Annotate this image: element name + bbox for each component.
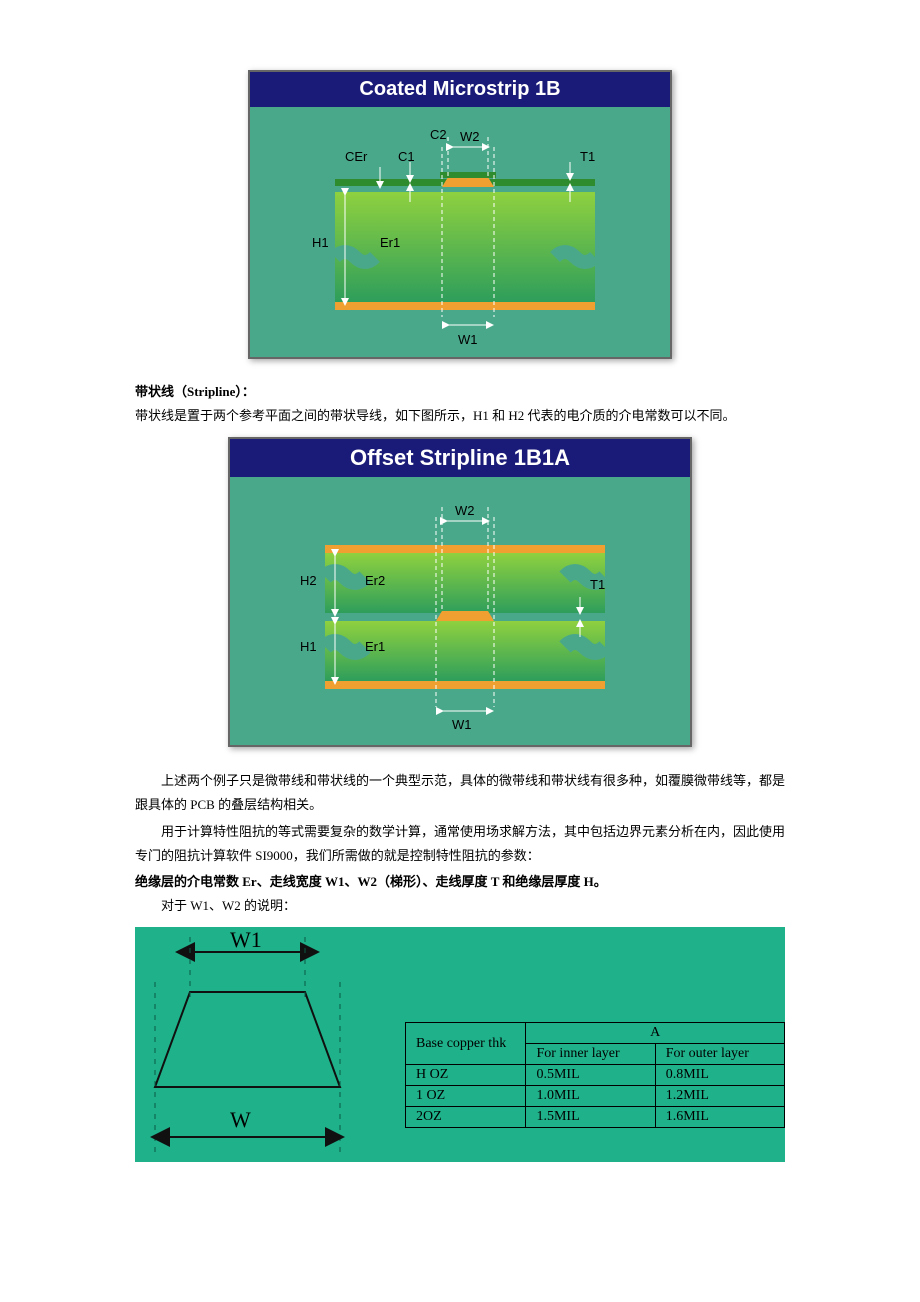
para-stripline-intro: 带状线是置于两个参考平面之间的带状导线，如下图所示，H1 和 H2 代表的电介质… bbox=[135, 404, 785, 427]
label-h1: H1 bbox=[312, 235, 329, 250]
header-inner: For inner layer bbox=[526, 1044, 655, 1065]
header-outer: For outer layer bbox=[655, 1044, 784, 1065]
label-er1: Er1 bbox=[380, 235, 400, 250]
cell: 1.6MIL bbox=[655, 1107, 784, 1128]
label-h2: H2 bbox=[300, 573, 317, 588]
figure-w1w2: W1 W Base copper thk A For inner layer F… bbox=[135, 927, 785, 1162]
cell: 1.5MIL bbox=[526, 1107, 655, 1128]
label-w1: W1 bbox=[458, 332, 478, 347]
copper-thk-table: Base copper thk A For inner layer For ou… bbox=[405, 1022, 785, 1128]
label-w2: W2 bbox=[460, 129, 480, 144]
cell: H OZ bbox=[406, 1065, 526, 1086]
label-w1: W1 bbox=[230, 927, 262, 953]
table-row: H OZ 0.5MIL 0.8MIL bbox=[406, 1065, 785, 1086]
cell: 0.8MIL bbox=[655, 1065, 784, 1086]
diagram-frame: Coated Microstrip 1B bbox=[248, 70, 672, 359]
label-w: W bbox=[230, 1107, 251, 1133]
header-a: A bbox=[526, 1023, 785, 1044]
label-w1: W1 bbox=[452, 717, 472, 732]
label-t1: T1 bbox=[590, 577, 605, 592]
diagram-title: Offset Stripline 1B1A bbox=[230, 439, 690, 477]
diagram-frame: Offset Stripline 1B1A bbox=[228, 437, 692, 747]
cell: 1 OZ bbox=[406, 1086, 526, 1107]
para-calc: 用于计算特性阻抗的等式需要复杂的数学计算，通常使用场求解方法，其中包括边界元素分… bbox=[135, 820, 785, 867]
label-c1: C1 bbox=[398, 149, 415, 164]
diagram-offset-stripline: Offset Stripline 1B1A bbox=[135, 437, 785, 749]
para-w1w2: 对于 W1、W2 的说明： bbox=[135, 894, 785, 917]
table-row: 1 OZ 1.0MIL 1.2MIL bbox=[406, 1086, 785, 1107]
diagram-title: Coated Microstrip 1B bbox=[250, 72, 670, 107]
header-base: Base copper thk bbox=[406, 1023, 526, 1065]
table-row: 2OZ 1.5MIL 1.6MIL bbox=[406, 1107, 785, 1128]
cell: 0.5MIL bbox=[526, 1065, 655, 1086]
cell: 1.0MIL bbox=[526, 1086, 655, 1107]
diagram-body: W2 T1 H2 Er2 H1 Er1 W1 bbox=[230, 477, 690, 745]
cell: 2OZ bbox=[406, 1107, 526, 1128]
label-c2: C2 bbox=[430, 127, 447, 142]
cell: 1.2MIL bbox=[655, 1086, 784, 1107]
params-line: 绝缘层的介电常数 Er、走线宽度 W1、W2（梯形）、走线厚度 T 和绝缘层厚度… bbox=[135, 871, 785, 890]
diagram-body: CEr C1 C2 W2 T1 H1 Er1 W1 bbox=[250, 107, 670, 357]
label-h1: H1 bbox=[300, 639, 317, 654]
table-row: Base copper thk A bbox=[406, 1023, 785, 1044]
heading-stripline: 带状线（Stripline）： bbox=[135, 381, 785, 400]
diagram-coated-microstrip: Coated Microstrip 1B bbox=[135, 70, 785, 361]
diagram-svg bbox=[250, 107, 670, 357]
label-er1: Er1 bbox=[365, 639, 385, 654]
label-w2: W2 bbox=[455, 503, 475, 518]
label-cer: CEr bbox=[345, 149, 367, 164]
label-t1: T1 bbox=[580, 149, 595, 164]
para-examples: 上述两个例子只是微带线和带状线的一个典型示范，具体的微带线和带状线有很多种，如覆… bbox=[135, 769, 785, 816]
label-er2: Er2 bbox=[365, 573, 385, 588]
